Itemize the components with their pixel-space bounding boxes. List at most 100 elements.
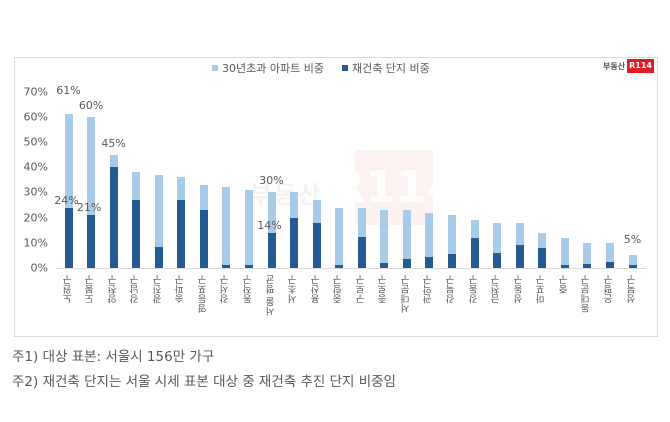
x-tick-label: 강서구: [220, 275, 232, 304]
y-tick-label: 10%: [23, 236, 48, 250]
chart-frame: [14, 57, 658, 337]
data-label: 61%: [56, 84, 81, 98]
bar-reconstruction: [538, 247, 547, 268]
bar-old-apartments: [560, 237, 569, 268]
x-tick-label: 서울 평균: [265, 275, 277, 317]
legend-swatch-light: [212, 65, 218, 71]
y-tick-label: 30%: [23, 185, 48, 199]
legend-swatch-dark: [341, 65, 348, 71]
x-tick-label: 중랑구: [333, 275, 345, 304]
x-tick-label: 성동구: [513, 275, 525, 304]
y-tick-label: 50%: [23, 135, 48, 149]
x-tick-label: 중구: [558, 275, 570, 294]
bar-reconstruction: [493, 252, 502, 268]
bar-old-apartments: [583, 242, 592, 268]
bar-old-apartments: [605, 242, 614, 268]
y-tick-label: 60%: [23, 110, 48, 124]
data-label: 5%: [623, 233, 642, 247]
bar-reconstruction: [425, 256, 434, 268]
bar-reconstruction: [267, 232, 276, 268]
bar-old-apartments: [64, 114, 73, 268]
x-tick-label: 영등포구: [197, 275, 209, 313]
bar-reconstruction: [470, 237, 479, 268]
x-tick-label: 구로구: [355, 275, 367, 304]
data-label: 60%: [78, 98, 104, 112]
y-tick-label: 0%: [30, 261, 48, 275]
bar-reconstruction: [357, 236, 366, 268]
bar-reconstruction: [222, 265, 231, 268]
x-tick-label: 은평구: [603, 275, 615, 304]
x-tick-label: 송파구: [175, 275, 187, 304]
x-tick-label: 동작구: [242, 275, 254, 304]
legend-item-old-apartments: 30년초과 아파트 비중: [212, 60, 324, 76]
bar-reconstruction: [132, 199, 141, 268]
bar-old-apartments: [222, 187, 231, 268]
footnote-1: 주1) 대상 표본: 서울시 156만 가구: [12, 349, 215, 365]
x-tick-label: 강남구: [130, 275, 142, 304]
bar-old-apartments: [380, 210, 389, 268]
bar-old-apartments: [425, 212, 434, 268]
bar-reconstruction: [402, 259, 411, 268]
bar-reconstruction: [244, 265, 253, 268]
bar-reconstruction: [290, 217, 299, 268]
bar-reconstruction: [87, 215, 96, 268]
bar-old-apartments: [402, 210, 411, 268]
watermark-text: 부동산: [250, 181, 323, 209]
bar-reconstruction: [515, 245, 524, 268]
y-tick-label: 70%: [23, 85, 48, 99]
bar-reconstruction: [560, 265, 569, 268]
x-tick-label: 종로구: [378, 275, 390, 304]
bar-old-apartments: [628, 255, 637, 268]
bar-reconstruction: [312, 222, 321, 268]
bar-reconstruction: [628, 265, 637, 268]
x-tick-label: 광진구: [152, 275, 164, 304]
x-tick-label: 용산구: [310, 275, 322, 304]
watermark-badge: R114: [331, 150, 457, 225]
data-label: 24%: [54, 193, 79, 207]
bar-old-apartments: [154, 174, 163, 268]
bar-old-apartments: [515, 222, 524, 268]
bar-old-apartments: [448, 215, 457, 268]
chart-legend: 30년초과 아파트 비중 재건축 단지 비중: [212, 60, 448, 76]
bar-reconstruction: [177, 199, 186, 268]
y-tick-label: 40%: [23, 160, 48, 174]
legend-label: 재건축 단지 비중: [351, 62, 430, 75]
bar-old-apartments: [335, 207, 344, 268]
bar-reconstruction: [335, 265, 344, 268]
logo-badge: R114: [627, 59, 654, 73]
x-tick-label: 성북구: [626, 275, 638, 304]
bar-reconstruction: [583, 264, 592, 268]
x-tick-label: 강북구: [446, 275, 458, 304]
bar-reconstruction: [605, 262, 614, 268]
legend-item-reconstruction: 재건축 단지 비중: [341, 60, 430, 76]
y-tick-label: 20%: [23, 211, 48, 225]
bar-reconstruction: [154, 246, 163, 268]
bar-reconstruction: [64, 207, 73, 268]
bar-old-apartments: [267, 192, 276, 268]
x-tick-label: 양천구: [107, 275, 119, 304]
bar-old-apartments: [244, 189, 253, 268]
x-tick-label: 관악구: [423, 275, 435, 304]
x-tick-label: 금천구: [491, 275, 503, 304]
x-axis-line: [56, 268, 646, 269]
x-tick-label: 노원구: [62, 275, 74, 304]
x-tick-label: 마포구: [536, 275, 548, 304]
footnote-2: 주2) 재건축 단지는 서울 시세 표본 대상 중 재건축 추진 단지 비중임: [12, 374, 396, 390]
legend-label: 30년초과 아파트 비중: [222, 62, 324, 75]
bar-old-apartments: [493, 222, 502, 268]
bar-reconstruction: [199, 210, 208, 268]
x-tick-label: 서초구: [288, 275, 300, 304]
bar-old-apartments: [87, 116, 96, 268]
x-tick-label: 도봉구: [85, 275, 97, 304]
logo-text: 부동산: [603, 61, 626, 71]
data-label: 45%: [101, 136, 126, 150]
x-tick-label: 서대문구: [400, 275, 412, 313]
r114-logo: 부동산 R114: [603, 59, 654, 73]
x-tick-label: 강동구: [468, 275, 480, 304]
x-tick-label: 동대문구: [581, 275, 593, 313]
bar-reconstruction: [448, 254, 457, 268]
bar-reconstruction: [109, 167, 118, 268]
data-label: 21%: [76, 201, 102, 215]
bar-reconstruction: [380, 262, 389, 268]
data-label: 30%: [259, 174, 284, 188]
